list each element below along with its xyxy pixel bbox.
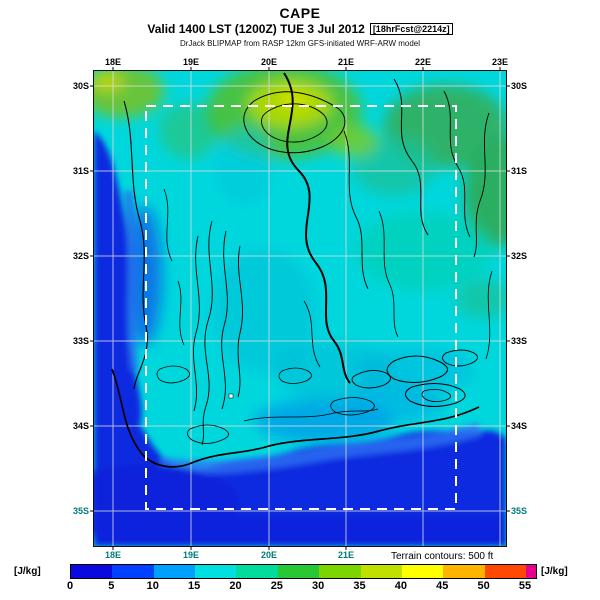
- lon-label-bottom: 20E: [260, 550, 278, 560]
- cape-field-map: [90, 67, 510, 550]
- colorbar-segment: [319, 565, 361, 578]
- lat-label-left: 32S: [72, 251, 89, 261]
- colorbar-tick: 40: [394, 580, 408, 592]
- lon-label-top: 23E: [491, 57, 509, 67]
- station-marker: [228, 393, 234, 399]
- lon-label-top: 22E: [414, 57, 432, 67]
- lat-label-right: 32S: [511, 251, 528, 261]
- grid-lines: [94, 71, 506, 546]
- map-ticks: [90, 67, 510, 550]
- lon-label-bottom: 18E: [104, 550, 122, 560]
- colorbar-segment: [401, 565, 444, 578]
- colorbar-tick: 5: [108, 580, 115, 592]
- forecast-tag: [18hrFcst@2214z]: [369, 23, 453, 35]
- domain-box: [145, 105, 457, 510]
- lat-label-left: 35S: [72, 506, 89, 516]
- lon-label-top: 21E: [337, 57, 355, 67]
- valid-time-text: Valid 1400 LST (1200Z) TUE 3 Jul 2012: [147, 22, 365, 36]
- map-frame: 18E 19E 20E 21E 22E 23E 18E 19E 20E 21E 30S 31S 32…: [73, 57, 527, 560]
- lon-label-top: 19E: [182, 57, 200, 67]
- colorbar-segment: [71, 565, 113, 578]
- lat-label-right: 30S: [511, 81, 528, 91]
- lat-label-left: 34S: [72, 421, 89, 431]
- colorbar-tick: 10: [146, 580, 159, 592]
- colorbar-ticks: 0 5 10 15 20 25 30 35 40 45 50 55: [66, 580, 535, 594]
- lat-label-right: 34S: [511, 421, 528, 431]
- lat-label-left: 31S: [72, 166, 89, 176]
- colorbar-gradient: [70, 564, 537, 579]
- valid-time-line: Valid 1400 LST (1200Z) TUE 3 Jul 2012 [18…: [0, 22, 600, 36]
- colorbar-tick: 50: [477, 580, 490, 592]
- ocean-layer: [94, 131, 506, 546]
- unit-label-right: [J/kg]: [541, 566, 568, 577]
- colorbar-tick: 55: [518, 580, 532, 592]
- unit-label-left: [J/kg]: [14, 566, 41, 577]
- colorbar-segment: [153, 565, 196, 578]
- lon-label-top: 20E: [260, 57, 278, 67]
- lat-label-left: 33S: [72, 336, 89, 346]
- lat-label-right: 33S: [511, 336, 528, 346]
- colorbar-segment: [360, 565, 402, 578]
- colorbar-tick: 35: [353, 580, 366, 592]
- colorbar-tick: 15: [187, 580, 201, 592]
- colorbar-tick: 25: [270, 580, 283, 592]
- colorbar-segment: [277, 565, 320, 578]
- colorbar-tick: 45: [436, 580, 449, 592]
- lon-label-top: 18E: [104, 57, 122, 67]
- terrain-contours-note: Terrain contours: 500 ft: [391, 551, 494, 562]
- colorbar-tick: 30: [312, 580, 325, 592]
- lat-label-right: 31S: [511, 166, 528, 176]
- page-title: CAPE: [279, 5, 321, 21]
- colorbar-segment: [525, 565, 536, 578]
- terrain-contours: [111, 72, 493, 468]
- lat-label-left: 30S: [72, 81, 89, 91]
- lon-label-bottom: 19E: [182, 550, 200, 560]
- lon-label-bottom: 21E: [337, 550, 355, 560]
- colorbar-tick: 20: [229, 580, 242, 592]
- model-credit-line: DrJack BLIPMAP from RASP 12km GFS-initia…: [179, 39, 421, 48]
- colorbar-segment: [484, 565, 526, 578]
- colorbar-segment: [236, 565, 278, 578]
- field-layers: [94, 71, 506, 546]
- colorbar-segment: [443, 565, 485, 578]
- colorbar-segment: [112, 565, 154, 578]
- colorbar-tick: 0: [66, 580, 74, 592]
- lat-label-right: 35S: [511, 506, 528, 516]
- colorbar-segment: [195, 565, 237, 578]
